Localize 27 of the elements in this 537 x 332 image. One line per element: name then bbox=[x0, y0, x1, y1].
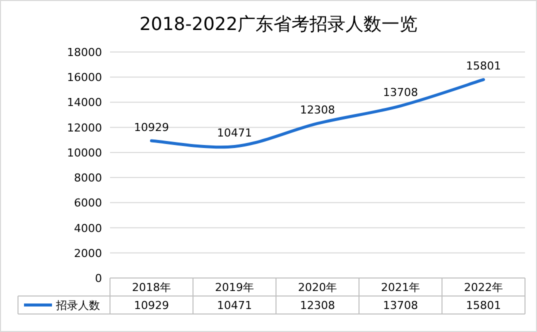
y-tick-label: 2000 bbox=[74, 246, 102, 260]
y-tick-label: 0 bbox=[95, 272, 102, 285]
annotation: 10471 bbox=[217, 126, 252, 140]
y-tick-label: 18000 bbox=[67, 46, 102, 59]
y-tick-label: 14000 bbox=[67, 96, 102, 110]
y-tick-label: 4000 bbox=[74, 222, 102, 235]
x-tick-label: 2021年 bbox=[381, 281, 420, 294]
annotation: 13708 bbox=[383, 86, 418, 99]
x-tick-label: 2022年 bbox=[464, 281, 503, 294]
annotation: 12308 bbox=[300, 103, 335, 116]
x-tick-label: 2018年 bbox=[132, 281, 171, 294]
x-tick-label: 2020年 bbox=[298, 281, 337, 294]
chart-title: 2018-2022广东省考招录人数一览 bbox=[139, 14, 418, 35]
data-label: 15801 bbox=[466, 299, 501, 312]
y-tick-label: 6000 bbox=[74, 196, 102, 210]
x-tick-label: 2019年 bbox=[215, 281, 254, 294]
y-tick-label: 10000 bbox=[67, 146, 102, 160]
data-label: 13708 bbox=[383, 299, 418, 312]
y-tick-label: 16000 bbox=[67, 71, 102, 84]
legend-label: 招录人数 bbox=[55, 299, 100, 312]
y-tick-label: 12000 bbox=[67, 121, 102, 134]
data-label: 10471 bbox=[217, 299, 252, 312]
y-tick-label: 8000 bbox=[74, 172, 102, 185]
data-label: 12308 bbox=[300, 299, 335, 312]
annotation: 15801 bbox=[466, 60, 501, 73]
data-label: 10929 bbox=[134, 299, 169, 312]
annotation: 10929 bbox=[134, 120, 169, 134]
